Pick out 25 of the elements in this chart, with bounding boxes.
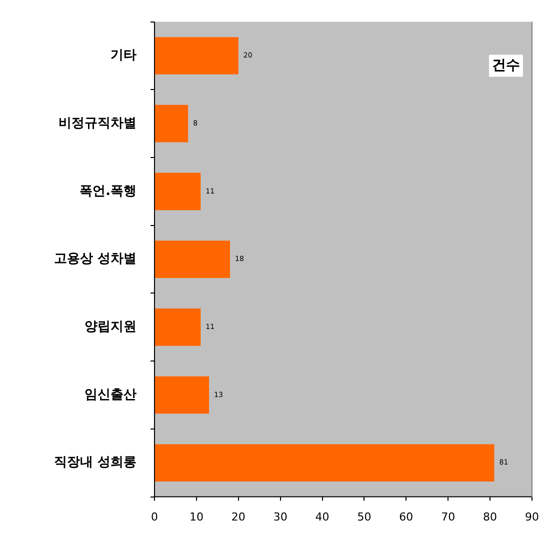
bar <box>155 104 188 142</box>
y-tick-label: 고용상 성차별 <box>54 252 137 267</box>
x-tick-label: 90 <box>525 510 539 524</box>
y-tick-label: 임신출산 <box>84 387 137 402</box>
y-tick-label: 양립지원 <box>84 320 137 335</box>
x-tick-label: 20 <box>231 510 246 524</box>
y-tick-label: 직장내 성희롱 <box>54 455 137 470</box>
x-tick-label: 40 <box>315 510 330 524</box>
bar <box>155 240 230 278</box>
bar <box>155 444 494 482</box>
x-tick-label: 0 <box>151 510 158 524</box>
y-tick-label: 폭언.폭행 <box>80 184 137 199</box>
x-tick-label: 10 <box>189 510 204 524</box>
y-tick-label: 기타 <box>110 48 137 64</box>
x-tick-label: 70 <box>441 510 456 524</box>
annotation: 건수 <box>492 57 520 74</box>
x-tick-label: 30 <box>273 510 288 524</box>
bar <box>155 376 210 414</box>
x-tick-label: 80 <box>483 510 498 524</box>
bar <box>155 308 201 346</box>
bar <box>155 172 201 210</box>
bar <box>155 37 238 74</box>
x-tick-label: 60 <box>399 510 414 524</box>
y-tick-label: 비정규직차별 <box>58 116 137 131</box>
x-tick-label: 50 <box>357 510 372 524</box>
